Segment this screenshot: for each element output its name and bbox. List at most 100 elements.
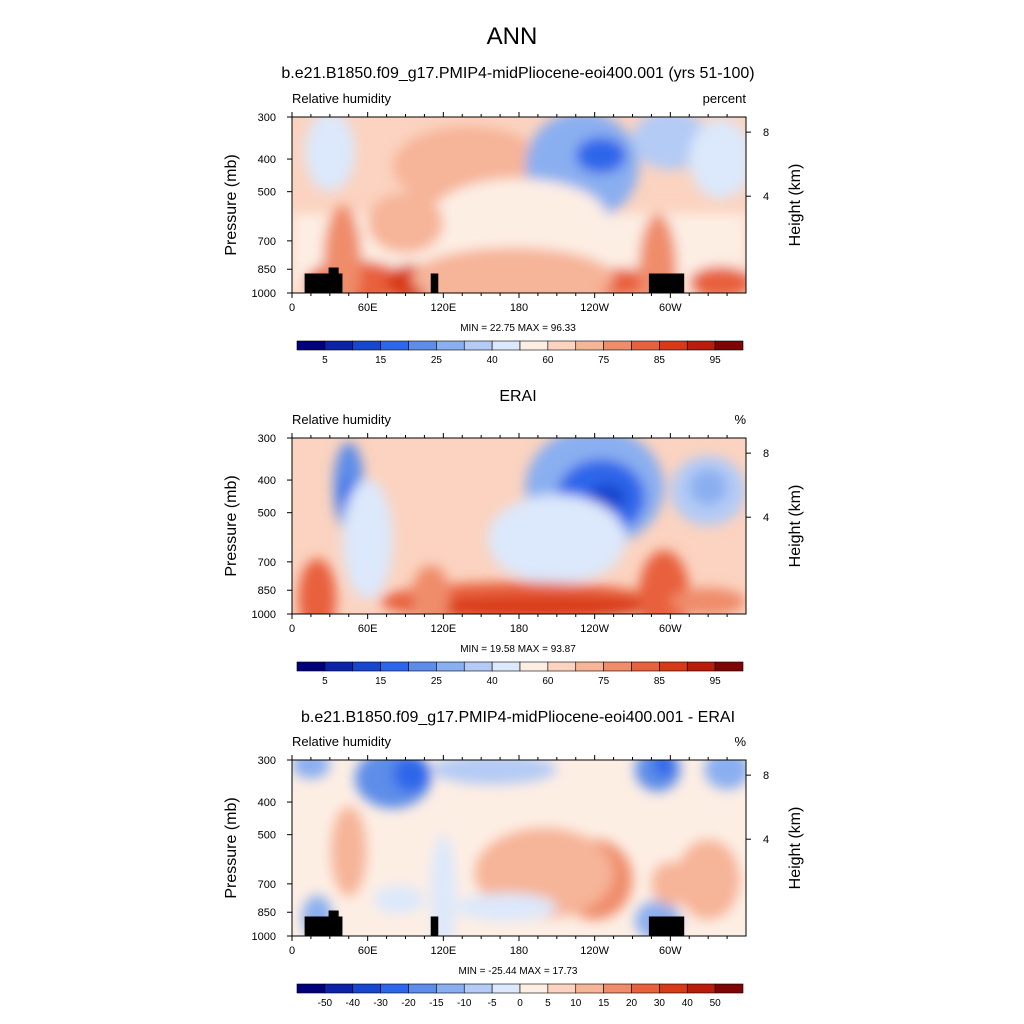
y-tick-label: 700 — [258, 879, 276, 891]
colorbar-swatch — [491, 661, 521, 672]
field-blob — [651, 861, 690, 906]
colorbar-swatch — [631, 340, 660, 351]
left-label: Relative humidity — [292, 734, 391, 749]
colorbar-swatch — [352, 661, 381, 672]
right-label: percent — [703, 91, 747, 106]
y-axis-label: Pressure (mb) — [223, 475, 240, 576]
field-blob — [638, 214, 677, 293]
colorbar-swatch — [491, 983, 521, 994]
colorbar-swatch — [296, 340, 326, 351]
colorbar-label: 40 — [487, 676, 499, 687]
colorbar-swatch — [296, 983, 326, 994]
topography — [648, 916, 685, 936]
colorbar-swatch — [575, 661, 604, 672]
contour-field — [292, 438, 746, 614]
field-blob — [704, 760, 746, 790]
field-blob — [689, 469, 728, 506]
x-tick-label: 120E — [430, 302, 456, 314]
y-tick-label: 1000 — [252, 288, 276, 300]
panel-2: ERAI Relative humidity % 0 60E 120E 180 120W 60W… — [223, 388, 804, 687]
y-tick-label: 1000 — [252, 609, 276, 621]
y-axis-label: Pressure (mb) — [223, 154, 240, 255]
topography — [430, 273, 439, 293]
y-axis-right-label: Height (km) — [787, 485, 804, 568]
colorbar-swatch — [324, 661, 354, 672]
colorbar-label: -40 — [346, 998, 361, 1009]
colorbar-swatch — [296, 661, 326, 672]
y-axis-right-label: Height (km) — [787, 807, 804, 890]
colorbar-label: 75 — [598, 676, 610, 687]
colorbar-label: 5 — [545, 998, 551, 1009]
field-blob — [331, 806, 367, 897]
x-tick-label: 180 — [510, 945, 528, 957]
panel-title: ERAI — [499, 388, 536, 405]
field-blob — [430, 178, 608, 259]
field-blob — [575, 137, 627, 174]
panel-1: b.e21.B1850.f09_g17.PMIP4-midPliocene-eo… — [223, 65, 804, 366]
colorbar-label: 95 — [710, 676, 722, 687]
colorbar-swatch — [659, 983, 688, 994]
colorbar-swatch — [436, 340, 465, 351]
colorbar-label: 50 — [710, 998, 722, 1009]
colorbar-swatch — [463, 340, 493, 351]
stats-label: MIN = 19.58 MAX = 93.87 — [460, 644, 576, 655]
y-tick-label: 300 — [258, 433, 276, 445]
x-tick-label: 120W — [580, 945, 609, 957]
field-blob — [392, 760, 431, 792]
left-label: Relative humidity — [292, 91, 391, 106]
left-label: Relative humidity — [292, 412, 391, 427]
colorbar-swatch — [491, 340, 521, 351]
colorbar-label: 40 — [487, 355, 499, 366]
colorbar-swatch — [408, 340, 437, 351]
field-blob — [342, 479, 393, 600]
field-blob — [418, 596, 671, 614]
x-tick-label: 120W — [580, 623, 609, 635]
colorbar-swatch — [380, 340, 409, 351]
colorbar-swatch — [603, 983, 632, 994]
stats-label: MIN = 22.75 MAX = 96.33 — [460, 323, 576, 334]
colorbar-swatch — [436, 983, 465, 994]
colorbar-swatch — [686, 661, 716, 672]
colorbar-label: -10 — [457, 998, 472, 1009]
colorbar-swatch — [686, 983, 716, 994]
colorbar-swatch — [324, 340, 354, 351]
y-axis-right-label: Height (km) — [787, 164, 804, 247]
y-tick-label: 500 — [258, 187, 276, 199]
y-tick-label: 300 — [258, 755, 276, 767]
colorbar-label: -5 — [488, 998, 497, 1009]
field-blob — [689, 266, 746, 293]
colorbar-swatch — [380, 983, 409, 994]
colorbar-swatch — [686, 340, 716, 351]
colorbar-swatch — [547, 661, 577, 672]
y-tick-label: 700 — [258, 236, 276, 248]
x-tick-label: 120E — [430, 623, 456, 635]
panel-title: b.e21.B1850.f09_g17.PMIP4-midPliocene-eo… — [301, 709, 735, 726]
colorbar-swatch — [519, 340, 549, 351]
contour-field — [292, 117, 746, 293]
colorbar-swatch — [714, 983, 744, 994]
y-tick-label: 850 — [258, 907, 276, 919]
x-tick-label: 60W — [659, 623, 682, 635]
colorbar-swatch — [352, 983, 381, 994]
colorbar: 5 15 25 40 60 75 85 95 — [296, 340, 744, 366]
field-blob — [455, 892, 557, 921]
topography — [328, 910, 339, 936]
colorbar-label: -20 — [401, 998, 416, 1009]
y-tick-label: 500 — [258, 508, 276, 520]
colorbar-label: 25 — [431, 355, 443, 366]
panel-title: b.e21.B1850.f09_g17.PMIP4-midPliocene-eo… — [281, 65, 754, 82]
colorbar-label: 10 — [570, 998, 582, 1009]
colorbar-swatch — [631, 661, 660, 672]
colorbar-swatch — [408, 661, 437, 672]
right-label: % — [734, 734, 746, 749]
stats-label: MIN = -25.44 MAX = 17.73 — [459, 966, 578, 977]
field-blob — [632, 117, 709, 170]
field-blob — [411, 565, 450, 614]
x-tick-label: 0 — [289, 945, 295, 957]
y-right-tick-label: 8 — [763, 770, 769, 782]
y-tick-label: 700 — [258, 557, 276, 569]
colorbar-swatch — [463, 661, 493, 672]
y-tick-label: 300 — [258, 112, 276, 124]
colorbar-swatch — [408, 983, 437, 994]
field-blob — [292, 760, 330, 779]
